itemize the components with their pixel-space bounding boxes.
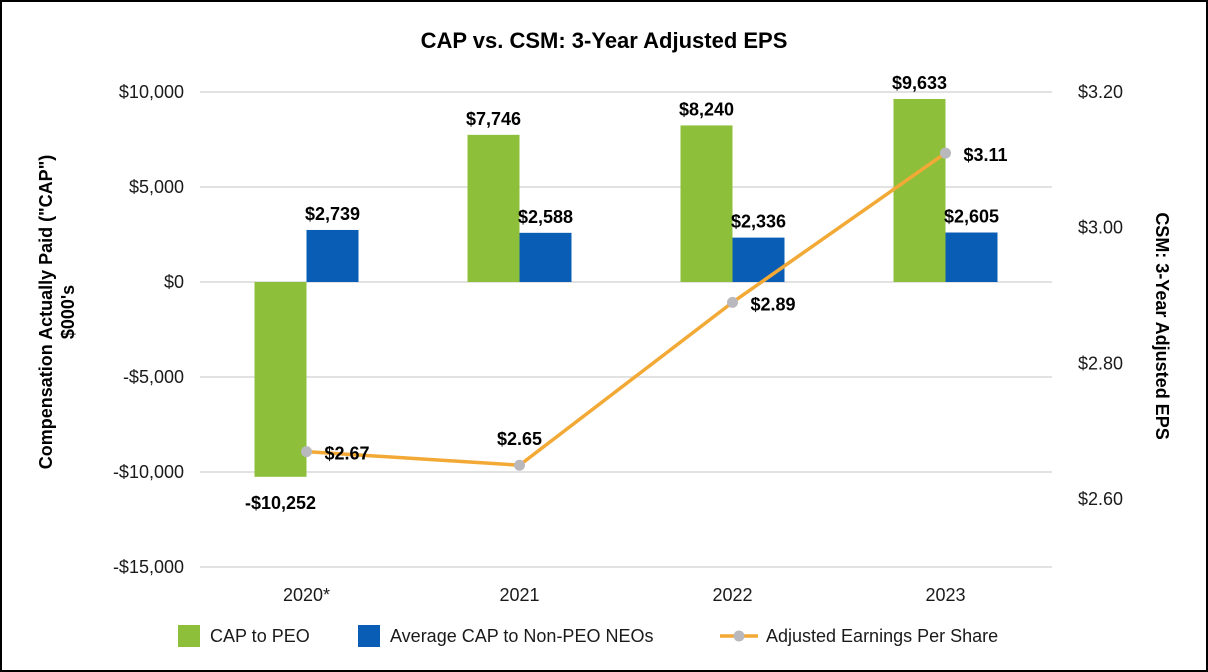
y-tick-label: $5,000: [129, 177, 184, 197]
legend-label-eps: Adjusted Earnings Per Share: [766, 626, 998, 646]
x-tick-label: 2021: [499, 585, 539, 605]
eps-line: [301, 147, 951, 471]
chart-title: CAP vs. CSM: 3-Year Adjusted EPS: [421, 28, 788, 53]
data-labels: -$10,252 $2,739 $7,746 $2,588 $8,240 $2,336 $9…: [245, 73, 1008, 513]
bar-cap-to-peo: [254, 282, 307, 477]
y-axis-title: Compensation Actually Paid ("CAP") $000'…: [36, 155, 78, 469]
label-cap-to-peo: $7,746: [466, 109, 521, 129]
y2-tick-label: $3.20: [1078, 82, 1123, 102]
x-tick-label: 2022: [712, 585, 752, 605]
bar-cap-to-peo: [680, 125, 733, 282]
legend-swatch-eps-marker: [733, 630, 745, 642]
y2-tick-label: $2.60: [1078, 489, 1123, 509]
label-avg-cap-non-peo: $2,588: [518, 207, 573, 227]
bar-avg-cap-non-peo: [945, 232, 998, 282]
axis-ticks: $10,000 $5,000 $0 -$5,000 -$10,000 -$15,000 $3…: [113, 82, 1123, 605]
y-tick-label: -$10,000: [113, 462, 184, 482]
bars: [254, 98, 998, 477]
bar-avg-cap-non-peo: [519, 232, 572, 282]
y-tick-label: -$5,000: [123, 367, 184, 387]
legend-swatch-avg-cap-non-peo: [358, 625, 380, 647]
eps-label: $3.11: [964, 145, 1008, 165]
y2-axis-label: CSM: 3-Year Adjusted EPS: [1152, 212, 1172, 439]
bar-avg-cap-non-peo: [732, 237, 785, 282]
bar-cap-to-peo: [893, 98, 946, 283]
eps-point: [940, 147, 951, 159]
y2-tick-label: $2.80: [1078, 353, 1123, 373]
legend-label-avg-cap-non-peo: Average CAP to Non-PEO NEOs: [390, 626, 653, 646]
legend-swatch-cap-to-peo: [178, 625, 200, 647]
eps-point: [301, 446, 312, 458]
label-avg-cap-non-peo: $2,605: [944, 207, 999, 227]
eps-line-path: [306, 151, 947, 467]
label-avg-cap-non-peo: $2,336: [731, 212, 786, 232]
y-tick-label: $10,000: [119, 82, 184, 102]
y-tick-label: $0: [164, 272, 184, 292]
eps-label: $2.65: [497, 429, 542, 449]
eps-point: [514, 459, 525, 471]
y2-tick-label: $3.00: [1078, 218, 1123, 238]
label-cap-to-peo: $9,633: [892, 73, 947, 93]
bar-cap-to-peo: [467, 134, 520, 282]
eps-point: [727, 296, 738, 308]
y-axis-label-line1: Compensation Actually Paid ("CAP"): [36, 155, 56, 469]
x-tick-label: 2020*: [283, 585, 330, 605]
y-tick-label: -$15,000: [113, 557, 184, 577]
label-cap-to-peo: $8,240: [679, 99, 734, 119]
x-tick-label: 2023: [925, 585, 965, 605]
eps-label: $2.89: [751, 294, 796, 314]
bar-avg-cap-non-peo: [306, 229, 359, 282]
label-cap-to-peo: -$10,252: [245, 493, 316, 513]
label-avg-cap-non-peo: $2,739: [305, 204, 360, 224]
legend-label-cap-to-peo: CAP to PEO: [210, 626, 310, 646]
eps-label: $2.67: [325, 444, 370, 464]
y-axis-label-line2: $000's: [58, 285, 78, 339]
legend: CAP to PEO Average CAP to Non-PEO NEOs Adj…: [178, 625, 998, 647]
